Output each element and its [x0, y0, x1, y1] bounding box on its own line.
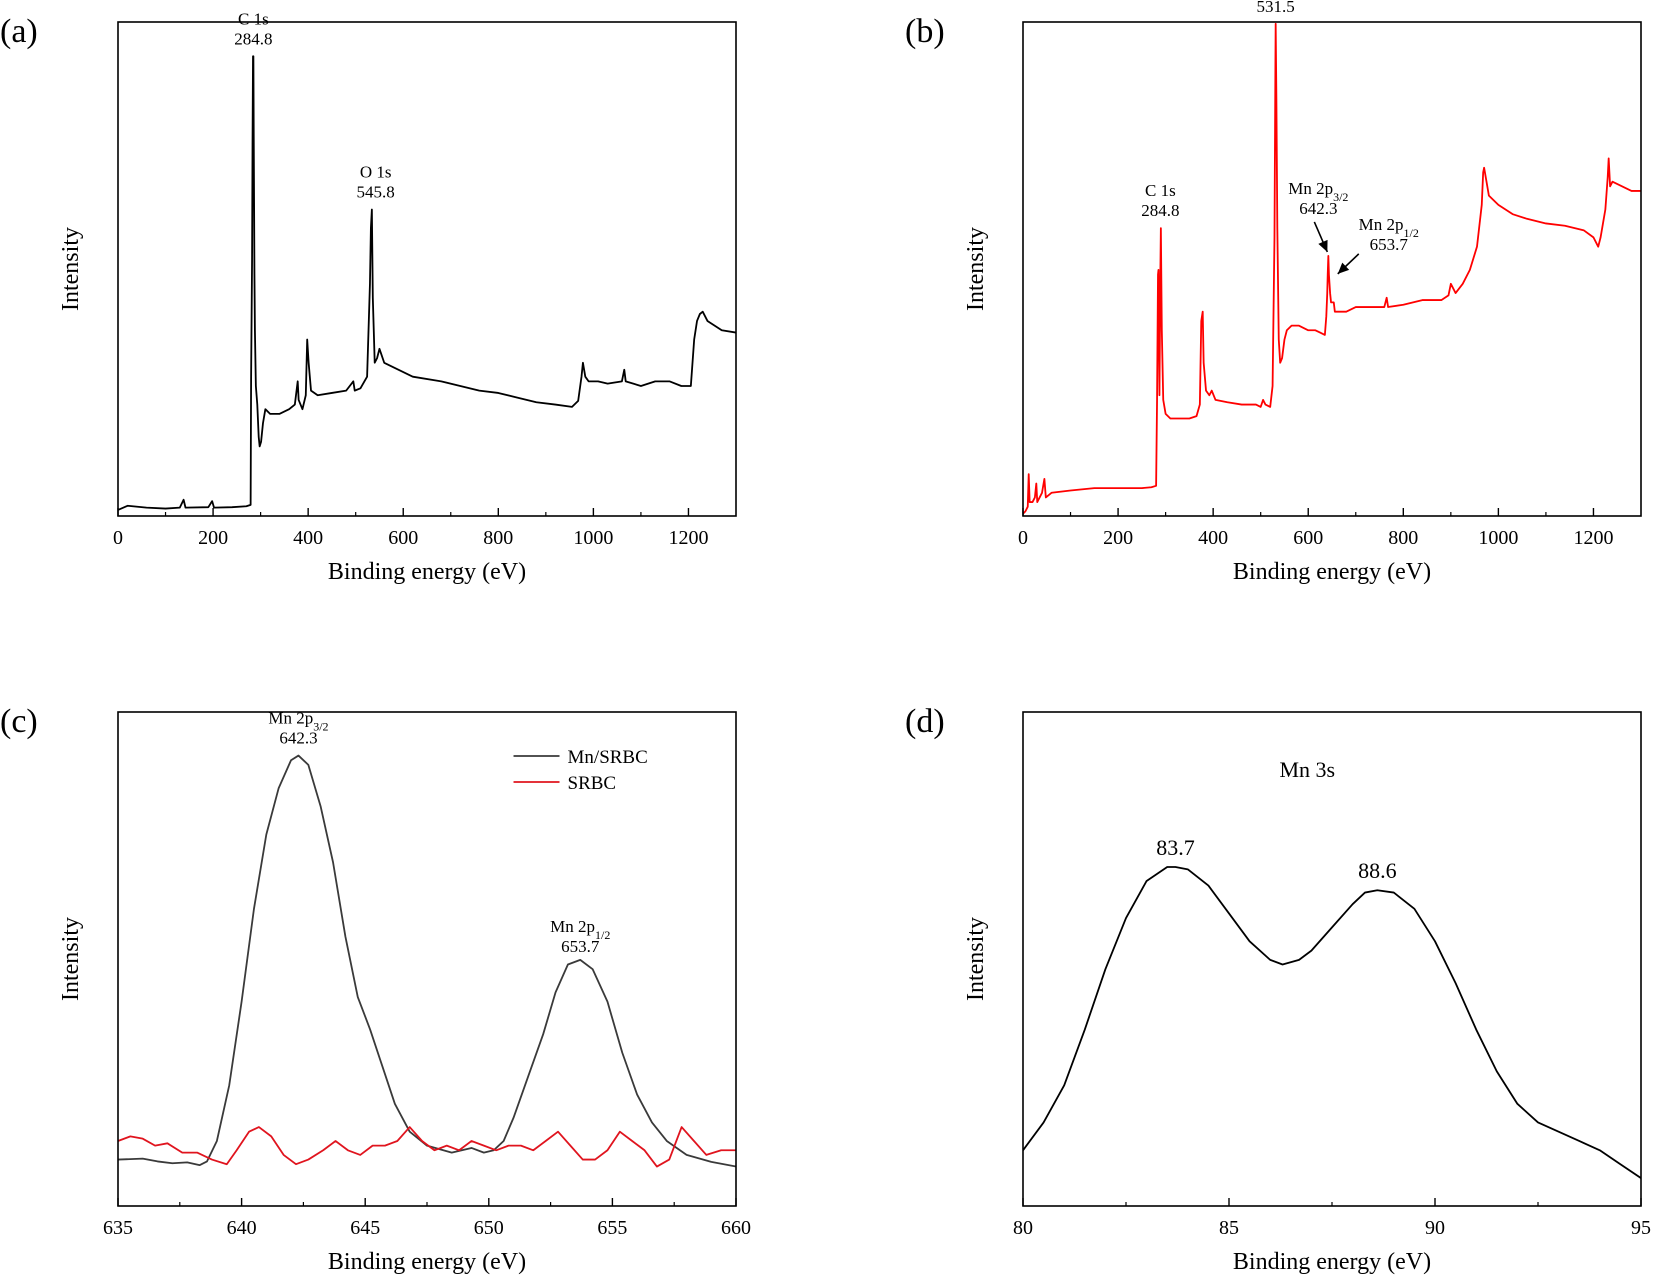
peak-label-name: Mn 2p1/2: [550, 917, 610, 942]
x-axis-label: Binding energy (eV): [1233, 559, 1431, 585]
peak-label-name-main: Mn 2p: [550, 917, 595, 936]
peak-label-name: O 1s: [360, 163, 392, 182]
peak-label-value: 653.7: [1370, 235, 1409, 254]
x-tick-label: 640: [227, 1217, 257, 1239]
plot-frame: [1022, 21, 1642, 517]
peak-label-name: Mn 2p1/2: [1359, 215, 1419, 240]
chart-panel: 0 200 400 600 800 1000 1200 Binding energy (eV)…: [905, 0, 1642, 585]
x-tick-label: 0: [113, 527, 123, 549]
peak-label-name: C 1s: [1145, 181, 1176, 200]
peak-label-name-main: C 1s: [238, 9, 269, 28]
peak-label-value: 284.8: [234, 29, 272, 48]
peak-label-name-main: C 1s: [1145, 181, 1176, 200]
x-tick-label: 1000: [573, 527, 613, 549]
peak-label-name-main: Mn 2p: [1288, 179, 1333, 198]
panel-label: (b): [905, 13, 945, 50]
panel-label: (a): [0, 13, 38, 50]
x-tick-label: 655: [597, 1217, 627, 1239]
series-line-srbc: [118, 1126, 736, 1168]
x-tick-label: 600: [388, 527, 418, 549]
chart-panel: 80 85 90 95 Binding energy (eV) Intensity (d) M…: [905, 703, 1651, 1275]
peak-label-subscript: 3/2: [1333, 190, 1348, 204]
peak-label-subscript: 1/2: [1404, 226, 1419, 240]
y-axis-label: Intensity: [58, 917, 84, 1001]
plot-frame: [117, 711, 737, 1207]
chart-title: Mn 3s: [1279, 757, 1335, 782]
x-tick-label: 650: [474, 1217, 504, 1239]
x-tick-label: 660: [721, 1217, 751, 1239]
peak-label-name-main: O 1s: [360, 163, 392, 182]
panel-label: (c): [0, 703, 38, 740]
x-tick-label: 1000: [1478, 527, 1518, 549]
y-axis-label: Intensity: [58, 227, 84, 311]
x-tick-label: 200: [198, 527, 228, 549]
x-axis-label: Binding energy (eV): [328, 1249, 526, 1275]
x-tick-label: 800: [1388, 527, 1418, 549]
x-tick-label: 645: [350, 1217, 380, 1239]
x-tick-label: 90: [1425, 1217, 1445, 1239]
x-tick-label: 600: [1293, 527, 1323, 549]
peak-label-subscript: 3/2: [313, 720, 328, 734]
legend: Mn/SRBC SRBC: [513, 747, 648, 794]
x-tick-label: 635: [103, 1217, 133, 1239]
chart-panel: 635 640 645 650 655 660 Binding energy (eV) Int…: [0, 703, 751, 1275]
x-tick-label: 0: [1018, 527, 1028, 549]
peak-label-value: 531.5: [1257, 0, 1295, 16]
peak-label-subscript: 1/2: [595, 928, 610, 942]
peak-label-value: 83.7: [1156, 835, 1195, 860]
x-axis-label: Binding energy (eV): [1233, 1249, 1431, 1275]
panel-label: (d): [905, 703, 945, 740]
x-tick-label: 800: [483, 527, 513, 549]
x-tick-label: 200: [1103, 527, 1133, 549]
x-axis-label: Binding energy (eV): [328, 559, 526, 585]
legend-label: Mn/SRBC: [568, 747, 648, 768]
plot-frame: [117, 21, 737, 517]
series-line-0: [118, 55, 736, 511]
x-tick-label: 400: [1198, 527, 1228, 549]
x-tick-label: 80: [1013, 1217, 1033, 1239]
y-axis-label: Intensity: [963, 917, 989, 1001]
peak-label-value: 284.8: [1141, 201, 1179, 220]
x-tick-label: 85: [1219, 1217, 1239, 1239]
x-tick-label: 1200: [668, 527, 708, 549]
y-axis-label: Intensity: [963, 227, 989, 311]
plot-frame: [1022, 711, 1642, 1207]
peak-label-value: 653.7: [561, 937, 600, 956]
x-tick-label: 95: [1631, 1217, 1651, 1239]
x-tick-label: 400: [293, 527, 323, 549]
peak-label-name: Mn 2p3/2: [1288, 179, 1348, 204]
peak-label-name: Mn 2p3/2: [268, 709, 328, 734]
peak-label-value: 642.3: [1299, 199, 1337, 218]
peak-label-name: C 1s: [238, 9, 269, 28]
series-line-0: [1023, 22, 1641, 515]
annotation-arrow-head: [1318, 239, 1328, 252]
series-line-mn-srbc: [118, 754, 736, 1168]
series-line-0: [1023, 866, 1641, 1179]
annotation-arrow-head: [1337, 262, 1350, 274]
chart-panel: 0 200 400 600 800 1000 1200 Binding energy (eV)…: [0, 9, 737, 585]
peak-label-name-main: Mn 2p: [268, 709, 313, 728]
peak-label-name-main: Mn 2p: [1359, 215, 1404, 234]
peak-label-value: 642.3: [279, 729, 317, 748]
legend-label: SRBC: [568, 773, 617, 794]
peak-label-value: 545.8: [357, 183, 395, 202]
peak-label-value: 88.6: [1358, 858, 1397, 883]
x-tick-label: 1200: [1573, 527, 1613, 549]
